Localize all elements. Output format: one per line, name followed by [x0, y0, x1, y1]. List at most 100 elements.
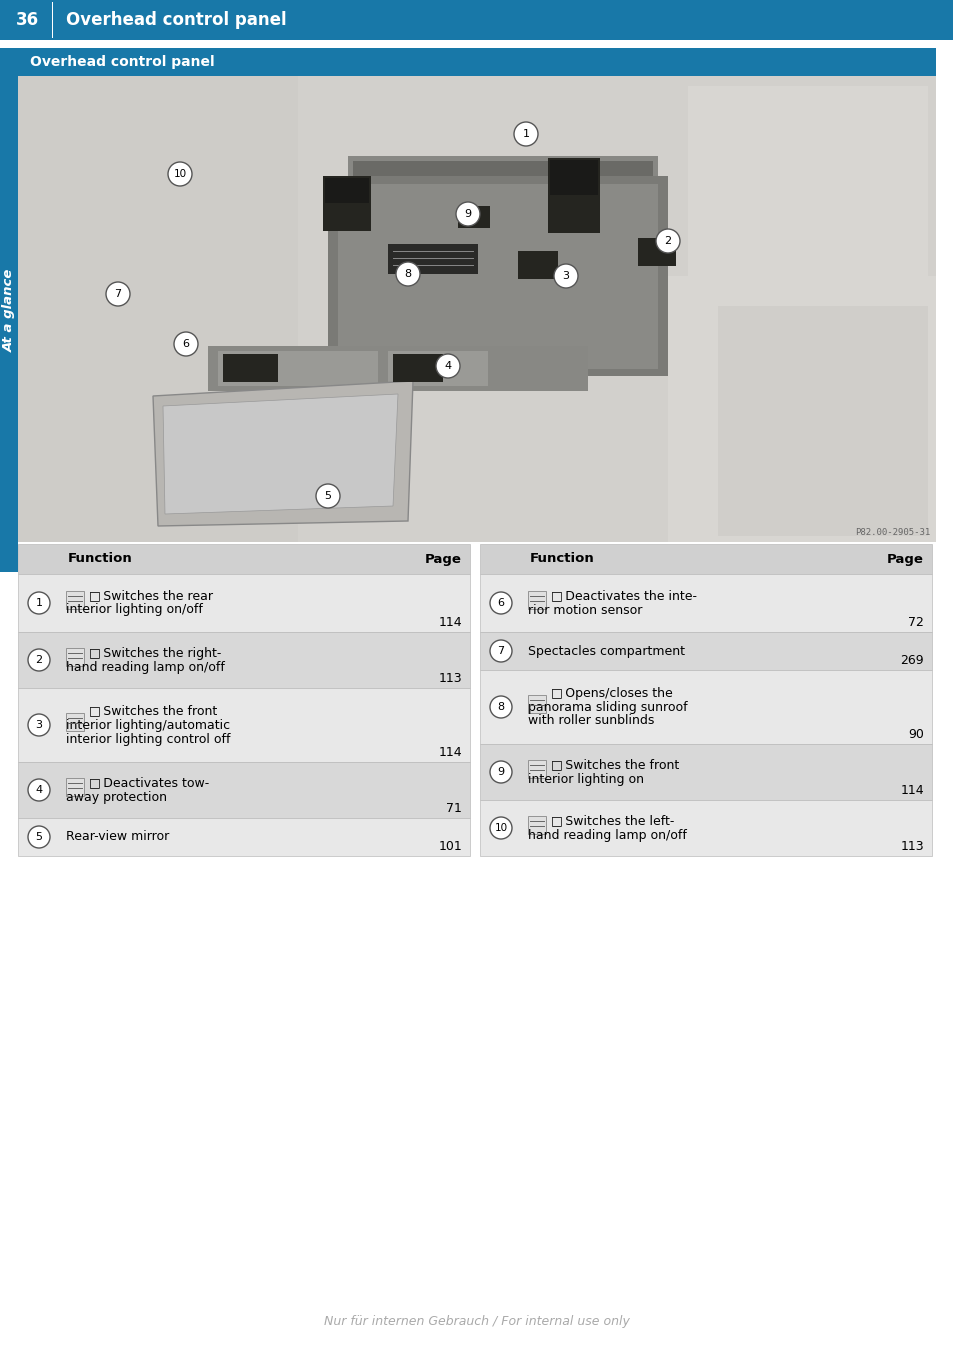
Bar: [667, 276, 935, 542]
Text: □ Switches the rear: □ Switches the rear: [89, 589, 213, 603]
Text: □ Switches the front: □ Switches the front: [89, 704, 217, 718]
Text: 10: 10: [494, 823, 507, 833]
Bar: [348, 156, 658, 217]
Text: 72: 72: [907, 616, 923, 630]
Text: 3: 3: [562, 271, 569, 282]
Text: Overhead control panel: Overhead control panel: [30, 56, 214, 69]
Text: 114: 114: [438, 616, 461, 630]
Text: 6: 6: [182, 338, 190, 349]
Text: □ Deactivates the inte-: □ Deactivates the inte-: [551, 589, 697, 603]
Text: Overhead control panel: Overhead control panel: [66, 11, 286, 28]
Text: P82.00-2905-31: P82.00-2905-31: [854, 528, 929, 538]
Circle shape: [28, 714, 50, 737]
Bar: [18, 818, 470, 856]
Circle shape: [315, 483, 339, 508]
Bar: [527, 590, 545, 609]
Text: rior motion sensor: rior motion sensor: [527, 604, 641, 616]
Text: 8: 8: [497, 701, 504, 712]
Circle shape: [490, 640, 512, 662]
Bar: [718, 306, 927, 536]
Text: Rear-view mirror: Rear-view mirror: [66, 830, 169, 844]
Bar: [18, 632, 470, 688]
Text: 9: 9: [464, 209, 471, 219]
Bar: [325, 177, 369, 203]
Text: 4: 4: [35, 785, 43, 795]
Text: 7: 7: [497, 646, 504, 655]
Circle shape: [456, 202, 479, 226]
Circle shape: [168, 162, 192, 185]
Circle shape: [173, 332, 198, 356]
Text: 9: 9: [497, 766, 504, 777]
Text: 7: 7: [114, 288, 121, 299]
Text: 10: 10: [173, 169, 187, 179]
Bar: [479, 670, 931, 743]
Bar: [687, 87, 927, 286]
Text: Page: Page: [425, 552, 461, 566]
Polygon shape: [152, 380, 413, 525]
Text: 8: 8: [404, 269, 411, 279]
Text: Page: Page: [886, 552, 923, 566]
Bar: [479, 800, 931, 856]
Bar: [0, 41, 953, 47]
Text: □ Deactivates tow-: □ Deactivates tow-: [89, 776, 209, 789]
Circle shape: [490, 816, 512, 839]
Text: 114: 114: [438, 746, 461, 760]
Text: 101: 101: [437, 841, 461, 853]
Bar: [18, 76, 297, 542]
Bar: [18, 76, 935, 542]
Text: At a glance: At a glance: [3, 268, 15, 352]
Bar: [18, 47, 935, 76]
Bar: [337, 184, 658, 370]
Text: □ Switches the front: □ Switches the front: [551, 758, 679, 772]
Bar: [223, 353, 277, 382]
Bar: [18, 76, 935, 542]
Bar: [353, 161, 652, 211]
Text: □ Opens/closes the: □ Opens/closes the: [551, 686, 672, 700]
Text: 114: 114: [900, 784, 923, 798]
Text: 5: 5: [35, 831, 43, 842]
Bar: [550, 160, 598, 195]
Text: Spectacles compartment: Spectacles compartment: [527, 645, 684, 658]
Bar: [323, 176, 371, 232]
Circle shape: [28, 649, 50, 672]
Text: 113: 113: [438, 673, 461, 685]
Text: with roller sunblinds: with roller sunblinds: [527, 715, 654, 727]
Bar: [328, 176, 667, 376]
Bar: [527, 695, 545, 714]
Text: 269: 269: [900, 654, 923, 668]
Text: hand reading lamp on/off: hand reading lamp on/off: [66, 661, 225, 673]
Bar: [393, 353, 442, 382]
Text: interior lighting on/off: interior lighting on/off: [66, 604, 203, 616]
Circle shape: [28, 779, 50, 802]
Bar: [218, 351, 377, 386]
Bar: [479, 632, 931, 670]
Bar: [66, 714, 84, 731]
Circle shape: [28, 826, 50, 848]
Text: 90: 90: [907, 728, 923, 742]
Text: panorama sliding sunroof: panorama sliding sunroof: [527, 700, 687, 714]
Circle shape: [490, 592, 512, 613]
Bar: [388, 244, 477, 274]
Text: 4: 4: [444, 362, 451, 371]
Text: Function: Function: [68, 552, 132, 566]
Circle shape: [514, 122, 537, 146]
Text: 3: 3: [35, 720, 43, 730]
Circle shape: [490, 696, 512, 718]
Bar: [18, 544, 470, 574]
Bar: [479, 574, 931, 632]
Bar: [527, 760, 545, 779]
Circle shape: [490, 761, 512, 783]
Bar: [66, 649, 84, 666]
Bar: [638, 238, 676, 265]
Text: interior lighting control off: interior lighting control off: [66, 733, 231, 746]
Text: 5: 5: [324, 492, 331, 501]
Text: 71: 71: [446, 803, 461, 815]
Bar: [479, 544, 931, 574]
Circle shape: [656, 229, 679, 253]
Text: 36: 36: [15, 11, 38, 28]
Bar: [517, 250, 558, 279]
Text: 2: 2: [663, 236, 671, 246]
Bar: [479, 743, 931, 800]
Bar: [547, 158, 599, 233]
Bar: [0, 47, 18, 571]
